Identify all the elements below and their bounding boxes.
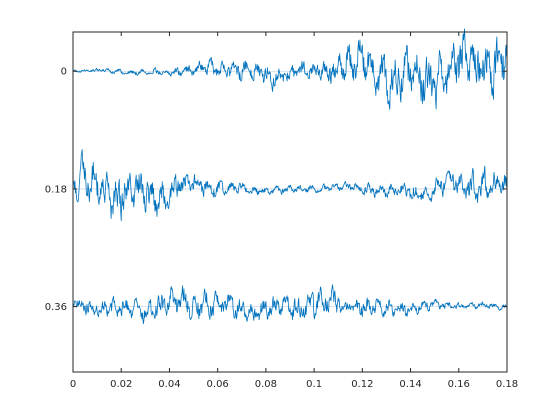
plot-area-background (73, 32, 507, 372)
y-tick-label: 0 (61, 67, 67, 78)
x-tick-label: 0.04 (158, 379, 180, 390)
x-tick-label: 0.12 (351, 379, 373, 390)
y-tick-label: 0.36 (45, 302, 67, 313)
x-tick-label: 0.16 (448, 379, 470, 390)
x-tick-label: 0.06 (207, 379, 229, 390)
signal-line-1 (72, 149, 508, 222)
x-tick-label: 0.18 (496, 379, 518, 390)
x-tick-label: 0.02 (110, 379, 132, 390)
x-tick-label-group: 0 0.02 0.04 0.06 0.08 0.1 0.12 0.14 0.16 0.18 (70, 379, 518, 390)
x-tick-label: 0 (70, 379, 76, 390)
y-tick-label-group: 0 0.18 0.36 (45, 67, 67, 313)
x-tick-label: 0.14 (399, 379, 421, 390)
x-tick-label: 0.08 (255, 379, 277, 390)
signal-line-0 (72, 28, 508, 110)
signal-line-2 (72, 284, 508, 325)
x-tick-label: 0.1 (306, 379, 322, 390)
y-tick-label: 0.18 (45, 184, 67, 195)
axes-box (72, 31, 508, 373)
series-group (72, 28, 508, 325)
tick-group (72, 32, 508, 372)
